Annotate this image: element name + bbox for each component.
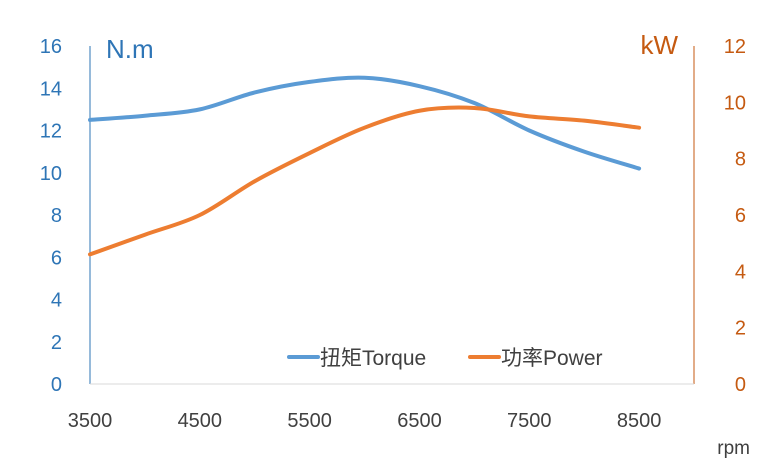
legend-label-power: 功率Power xyxy=(501,347,603,370)
x-tick-label: 6500 xyxy=(397,410,442,432)
left-tick-label: 10 xyxy=(40,163,62,185)
legend-label-torque: 扭矩Torque xyxy=(320,347,426,370)
x-tick-label: 5500 xyxy=(287,410,332,432)
legend-item-torque: 扭矩Torque xyxy=(287,347,426,370)
right-tick-label: 10 xyxy=(724,92,746,114)
legend: 扭矩Torque 功率Power xyxy=(287,347,603,370)
legend-item-power: 功率Power xyxy=(468,347,603,370)
x-tick-label: 3500 xyxy=(68,410,113,432)
x-tick-label: 8500 xyxy=(617,410,662,432)
right-axis-ticks: 0 2 4 6 8 10 12 xyxy=(724,36,746,396)
x-tick-label: 7500 xyxy=(507,410,552,432)
left-tick-label: 16 xyxy=(40,36,62,58)
left-tick-label: 4 xyxy=(51,290,62,312)
torque-series-line xyxy=(88,75,642,171)
left-tick-label: 2 xyxy=(51,332,62,354)
right-tick-label: 4 xyxy=(735,261,746,283)
right-tick-label: 8 xyxy=(735,149,746,171)
axes xyxy=(89,46,695,385)
series xyxy=(88,75,642,257)
left-tick-label: 14 xyxy=(40,78,62,100)
left-tick-label: 0 xyxy=(51,374,62,396)
x-axis-ticks: 3500 4500 5500 6500 7500 8500 xyxy=(68,410,662,432)
left-tick-label: 6 xyxy=(51,247,62,269)
x-tick-label: 4500 xyxy=(178,410,223,432)
right-tick-label: 12 xyxy=(724,36,746,58)
right-tick-label: 6 xyxy=(735,205,746,227)
left-axis-ticks: 0 2 4 6 8 10 12 14 16 xyxy=(40,36,62,396)
left-tick-label: 12 xyxy=(40,121,62,143)
power-series-line xyxy=(88,105,642,257)
left-axis-unit: N.m xyxy=(106,34,154,64)
right-tick-label: 0 xyxy=(735,374,746,396)
left-tick-label: 8 xyxy=(51,205,62,227)
right-axis-unit: kW xyxy=(640,30,678,60)
x-axis-label: rpm xyxy=(717,438,750,459)
right-tick-label: 2 xyxy=(735,318,746,340)
